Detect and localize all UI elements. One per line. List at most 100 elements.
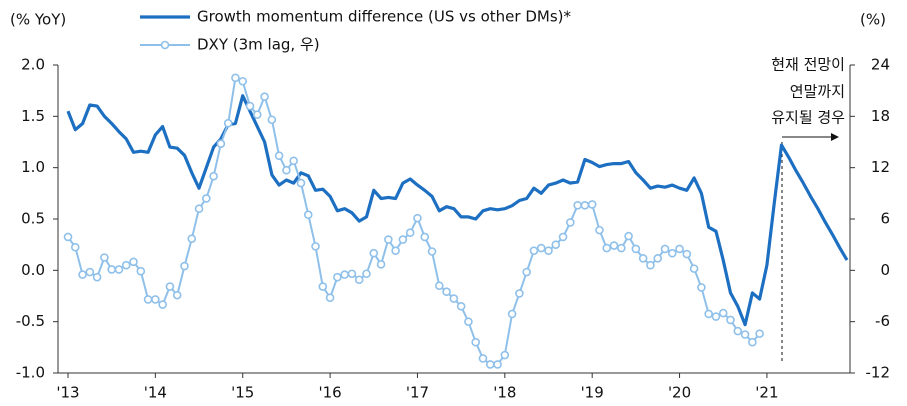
series-line: [67, 76, 761, 366]
x-tick-label: '16: [318, 384, 341, 402]
series-marker: [587, 200, 597, 209]
series-marker: [566, 218, 575, 227]
series-marker: [471, 337, 481, 347]
x-tick-label: '19: [581, 384, 604, 402]
y-tick-label: -1.0: [16, 364, 45, 382]
series-marker: [740, 330, 750, 339]
series-marker: [485, 360, 495, 369]
series-marker: [151, 295, 160, 304]
series-marker: [391, 246, 400, 255]
annotation: 연말까지: [790, 83, 845, 101]
series-marker: [369, 248, 379, 258]
series-marker: [624, 231, 633, 241]
series-marker: [340, 270, 349, 279]
series-marker: [617, 243, 626, 253]
series-marker: [354, 275, 364, 285]
series-marker: [63, 232, 73, 242]
series-marker: [478, 354, 488, 363]
series-marker: [274, 151, 284, 160]
x-tick-label: '15: [231, 384, 254, 402]
series-marker: [449, 294, 459, 303]
series-marker: [500, 350, 510, 360]
series-marker: [718, 308, 728, 318]
series-marker: [631, 244, 641, 254]
series-marker: [384, 235, 393, 244]
series-marker: [252, 110, 262, 119]
y-tick-label: -0.5: [16, 312, 45, 330]
series-marker: [667, 248, 677, 258]
series-marker: [434, 281, 444, 291]
series-marker: [78, 270, 87, 279]
series-marker: [515, 289, 524, 298]
annotation: 현재 전망이: [771, 56, 845, 74]
series-marker: [638, 254, 648, 263]
annotation: 유지될 경우: [771, 109, 845, 127]
legend-marker: [160, 40, 170, 50]
y2-axis-label: (%): [860, 11, 886, 29]
series-marker: [362, 269, 371, 279]
series-marker: [202, 194, 211, 203]
x-tick-label: '18: [493, 384, 516, 402]
series-marker: [231, 73, 240, 83]
y-tick-label: 0.5: [21, 210, 45, 228]
series-marker: [755, 329, 764, 338]
series-marker: [187, 234, 197, 243]
series-marker: [85, 267, 95, 277]
series-marker: [303, 210, 313, 220]
series-marker: [347, 269, 357, 279]
series-marker: [493, 360, 502, 369]
y2-tick-label: 18: [871, 107, 890, 125]
series-marker: [442, 287, 451, 297]
series-marker: [376, 260, 386, 269]
series-marker: [282, 165, 291, 175]
x-tick-label: '14: [144, 384, 167, 402]
series-marker: [100, 253, 109, 262]
y2-tick-label: 6: [880, 210, 890, 228]
x-tick-label: '13: [56, 384, 79, 402]
series-marker: [333, 272, 342, 282]
series-marker: [398, 235, 408, 244]
y2-tick-label: -6: [875, 312, 890, 330]
series-marker: [522, 267, 531, 277]
series-marker: [143, 295, 153, 304]
y2-tick-label: 12: [871, 158, 890, 176]
y-tick-label: 2.0: [21, 56, 45, 74]
series-marker: [595, 225, 604, 235]
series-marker: [558, 232, 568, 242]
series-marker: [216, 139, 226, 149]
series-marker: [245, 101, 255, 111]
series-marker: [726, 315, 735, 325]
series-marker: [653, 254, 663, 263]
series-marker: [296, 178, 306, 188]
series-marker: [580, 201, 590, 210]
series-marker: [711, 312, 721, 321]
series-marker: [92, 272, 102, 282]
series-marker: [602, 243, 612, 253]
series-marker: [529, 246, 539, 255]
series-marker: [675, 244, 684, 254]
series-marker: [70, 242, 80, 252]
series-marker: [536, 243, 546, 253]
series-marker: [646, 260, 655, 270]
series-marker: [136, 266, 146, 276]
y2-tick-label: -12: [866, 364, 891, 382]
series-marker: [704, 309, 713, 319]
y-tick-label: 1.5: [21, 107, 45, 125]
y2-tick-label: 24: [871, 56, 890, 74]
series-marker: [158, 300, 167, 309]
series-marker: [172, 290, 182, 300]
series-marker: [573, 201, 582, 210]
series-marker: [733, 326, 743, 336]
series-marker: [551, 240, 561, 249]
series-marker: [165, 282, 175, 291]
series-marker: [238, 76, 248, 86]
series-marker: [456, 301, 466, 311]
x-tick-label: '21: [755, 384, 778, 402]
series-marker: [507, 309, 517, 319]
series-marker: [260, 92, 269, 101]
series-marker: [311, 242, 320, 251]
series-marker: [682, 249, 692, 259]
series-marker: [114, 265, 124, 274]
series-marker: [325, 293, 335, 303]
